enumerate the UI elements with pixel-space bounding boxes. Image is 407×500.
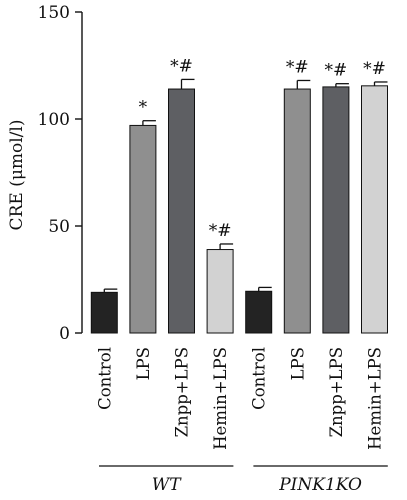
category-label: Znpp+LPS [327, 347, 346, 437]
bar [245, 290, 273, 334]
category-label: Hemin+LPS [211, 347, 230, 450]
category-label: Hemin+LPS [366, 347, 385, 450]
bar [90, 291, 118, 334]
significance-marker: * [139, 98, 148, 118]
bar [361, 85, 388, 334]
bars [90, 78, 388, 334]
significance-marker: *# [325, 61, 348, 81]
y-tick-label: 50 [48, 217, 70, 237]
category-label: LPS [288, 347, 307, 380]
category-label: Control [250, 347, 269, 410]
category-label: LPS [134, 347, 153, 380]
y-tick-label: 100 [38, 110, 70, 130]
significance-marker: *# [363, 59, 386, 79]
group-label: PINK1KO [278, 475, 362, 495]
y-tick-label: 0 [59, 324, 70, 344]
category-label: Control [95, 347, 114, 410]
bar [168, 88, 195, 334]
labels: Control * LPS *# Znpp+LPS *# Hemin+LPS Control *… [95, 56, 388, 495]
group-label: WT [152, 475, 182, 495]
significance-marker: *# [170, 56, 193, 76]
bar [322, 86, 350, 334]
y-axis-label: CRE (μmol/l) [7, 120, 27, 231]
bar [206, 249, 234, 334]
significance-marker: *# [209, 221, 232, 241]
bar [283, 88, 311, 334]
axes: 0 50 100 150 [38, 3, 83, 344]
y-tick-label: 150 [38, 3, 70, 23]
category-label: Znpp+LPS [173, 347, 192, 437]
bar [129, 124, 157, 334]
significance-marker: *# [286, 57, 309, 77]
